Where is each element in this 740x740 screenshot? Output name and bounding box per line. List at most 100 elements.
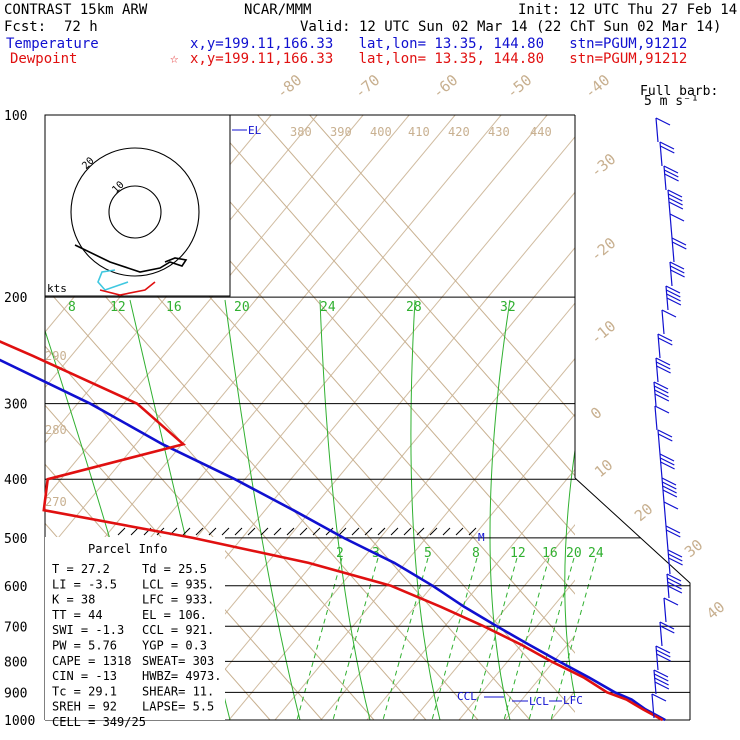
parcel-info-panel: Parcel Info T = 27.2 Td = 25.5 LI = -3.5 LC… [45,537,225,729]
hatch-mark [468,527,477,536]
isotherm-line [153,115,575,595]
wind-barb-staff [671,237,675,263]
hatch-mark [208,527,217,536]
temperature-series [0,358,666,722]
hatch-mark [130,527,139,536]
theta-label: 410 [408,125,430,139]
dry-adiabat-line [504,634,575,720]
mixing-ratio-label: 2 [336,546,344,561]
wind-barb-staff [669,261,673,287]
mixing-ratio-line [431,557,478,720]
hatch-mark [117,527,126,536]
dewpoint-series [0,340,664,722]
hodograph-frame [44,114,231,297]
pressure-axis: 100 200 300 400 500 600 700 800 900 1000 [4,109,35,729]
parcel-param-right: SWEAT= 303 [142,654,214,668]
parcel-param-right: HWBZ= 4973. [142,669,221,683]
level-hatch-marks [117,527,477,536]
wind-barb-flag [665,285,681,294]
dewpoint-location: x,y=199.11,166.33 lat,lon= 13.35, 144.80… [190,51,687,67]
wind-barb-flag [666,289,681,298]
hatch-mark [195,527,204,536]
wind-barb-flag [667,577,682,586]
theta-e-label: 12 [110,300,126,315]
mixing-ratio-label: 16 [542,546,558,561]
isotherm-tick-label: -70 [351,71,383,102]
wind-barb-flag [668,553,683,562]
wind-barb-flag [654,385,669,394]
temperature-legend: Temperature [6,36,99,52]
wind-barb-flag [657,333,673,342]
hatch-mark [416,527,425,536]
isotherm-tick-label: 40 [703,598,728,623]
wind-barb-flag [659,141,675,150]
wind-barb-flag [666,297,682,306]
dry-adiabat-line [45,115,318,444]
mixing-ratio-line [296,557,343,720]
dry-adiabat-line [45,115,364,500]
hodograph-ring-outer [70,147,200,277]
isotherm-tick-label: -80 [273,71,305,102]
dry-adiabat-line [274,357,575,720]
theta-label: 420 [448,125,470,139]
wind-barb-flag [655,117,671,126]
wind-barb-flag [663,501,679,510]
valid-time: Valid: 12 UTC Sun 02 Mar 14 (22 ChT Sun … [300,19,721,35]
parcel-param-left: TT = 44 [52,608,103,622]
pressure-tick-label: 400 [4,473,27,488]
parcel-param-left: CELL = 349/25 [52,715,146,729]
theta-e-label: 20 [234,300,250,315]
hodograph-trace-surface [99,281,156,296]
parcel-param-right: LFC = 933. [142,593,214,607]
isotherm-line [45,345,375,720]
isotherm-tick-label: 20 [631,500,656,525]
parcel-param-right: CCL = 921. [142,623,214,637]
wind-barb-staff [659,453,663,479]
wind-barb-flag [657,429,673,438]
mixing-ratio-label: 5 [424,546,432,561]
wind-barb-flag [665,525,681,534]
el-label: EL [248,124,262,137]
parcel-param-left: SWI = -1.3 [52,623,124,637]
wind-barb-flag [656,365,671,374]
hatch-mark [403,527,412,536]
dry-adiabat-line [412,524,575,720]
isotherm-line [257,115,575,477]
theta-label: 270 [45,495,67,509]
mixing-ratio-label: 20 [566,546,582,561]
isotherm-tick-label: 10 [591,456,616,481]
wind-barb-flag [672,241,687,250]
theta-label: 280 [45,423,67,437]
wind-barb-flag [654,677,669,686]
isotherm-line [45,404,323,720]
hatch-mark [221,527,230,536]
wind-barb-staff [659,621,663,647]
wind-barb-flag [664,173,679,182]
parcel-param-right: YGP = 0.3 [142,639,207,653]
init-time: Init: 12 UTC Thu 27 Feb 14 [518,2,737,18]
theta-label: 440 [530,125,552,139]
wind-barb-staff [657,429,661,455]
wind-barb-staff [651,693,655,719]
wind-barb-staff [659,141,663,167]
theta-e-label: 8 [68,300,76,315]
wind-barb-flag [659,453,675,462]
isotherm-tick-label: -50 [503,71,535,102]
pressure-tick-label: 900 [4,686,27,701]
dry-adiabat-line [689,115,740,720]
theta-label: 400 [370,125,392,139]
wind-barb-flag [662,489,678,498]
parcel-param-left: LI = -3.5 [52,577,117,591]
wind-barb-flag [654,389,669,398]
wind-barb-flag [656,649,671,658]
parcel-param-left: CIN = -13 [52,669,117,683]
wind-barb-flag [669,261,685,270]
wind-barb-flag [658,433,673,442]
hatch-mark [260,527,269,536]
dewpoint-legend: Dewpoint [10,51,77,67]
mixing-ratio-label: 8 [472,546,480,561]
isotherm-tick-label: -40 [581,71,613,102]
wind-barb-flag [668,197,683,206]
